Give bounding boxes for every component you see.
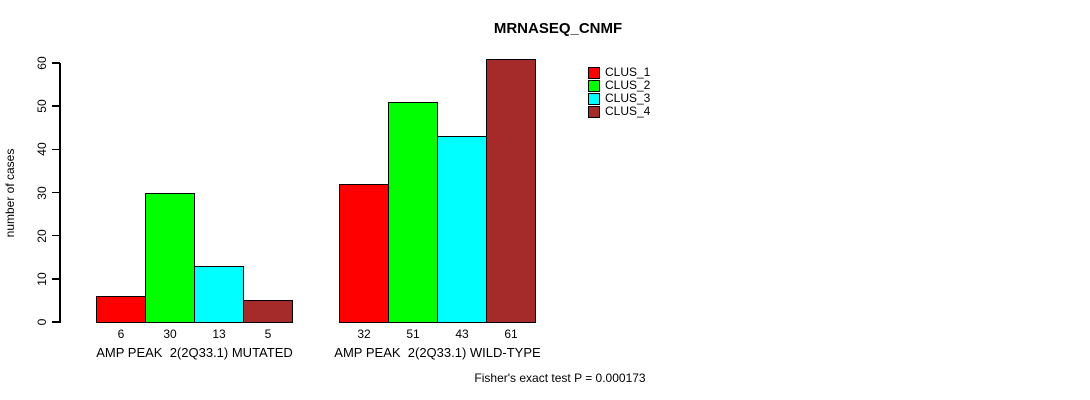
y-tick-mark-50 — [52, 105, 60, 107]
bar-value-label: 13 — [212, 327, 226, 341]
y-tick-mark-40 — [52, 148, 60, 151]
chart-title: MRNASEQ_CNMF — [493, 20, 623, 37]
y-tick-mark-60 — [52, 62, 60, 64]
y-tick-label-30: 30 — [35, 185, 49, 200]
fisher-test-note: Fisher's exact test P = 0.000173 — [474, 371, 646, 385]
bar-value-label: 6 — [117, 327, 125, 341]
legend-item-clus_4: CLUS_4 — [588, 105, 650, 118]
legend-swatch-icon — [588, 79, 600, 92]
legend-swatch-icon — [588, 105, 600, 118]
y-tick-label-10: 10 — [35, 272, 49, 286]
legend-label: CLUS_1 — [605, 65, 651, 79]
bar-clus_4-group1 — [486, 58, 536, 323]
bar-value-label: 43 — [455, 327, 469, 341]
legend: CLUS_1 CLUS_2 CLUS_3 CLUS_4 — [588, 66, 650, 118]
bar-value-label: 5 — [264, 327, 272, 341]
y-tick-label-50: 50 — [35, 99, 49, 113]
legend-label: CLUS_3 — [605, 91, 651, 105]
bar-value-label: 51 — [406, 327, 420, 341]
y-tick-mark-10 — [52, 278, 60, 280]
legend-item-clus_3: CLUS_3 — [588, 92, 650, 105]
y-axis-label: number of cases — [3, 148, 17, 238]
bar-clus_1-group1 — [339, 183, 389, 323]
bar-clus_3-group1 — [437, 136, 487, 323]
legend-item-clus_2: CLUS_2 — [588, 79, 650, 92]
bar-value-label: 32 — [357, 327, 371, 341]
legend-label: CLUS_4 — [605, 104, 651, 118]
y-tick-label-0: 0 — [35, 318, 49, 326]
bar-clus_2-group1 — [388, 101, 438, 323]
y-tick-label-60: 60 — [35, 56, 49, 70]
bar-clus_4-group0 — [243, 300, 293, 323]
bar-value-label: 30 — [163, 327, 177, 341]
group-label-wild-type: AMP PEAK 2(2Q33.1) WILD-TYPE — [334, 345, 541, 360]
group-label-mutated: AMP PEAK 2(2Q33.1) MUTATED — [96, 345, 293, 360]
legend-item-clus_1: CLUS_1 — [588, 66, 650, 79]
y-tick-mark-30 — [52, 191, 60, 194]
bar-value-label: 61 — [504, 327, 518, 341]
bar-clus_3-group0 — [194, 265, 244, 323]
y-tick-label-40: 40 — [35, 142, 49, 157]
legend-swatch-icon — [588, 92, 600, 105]
bar-clus_1-group0 — [96, 296, 146, 323]
y-tick-mark-20 — [52, 234, 60, 237]
y-tick-label-20: 20 — [35, 228, 49, 243]
legend-swatch-icon — [588, 66, 600, 79]
legend-label: CLUS_2 — [605, 78, 651, 92]
y-tick-mark-0 — [52, 321, 60, 323]
bar-clus_2-group0 — [145, 192, 195, 323]
